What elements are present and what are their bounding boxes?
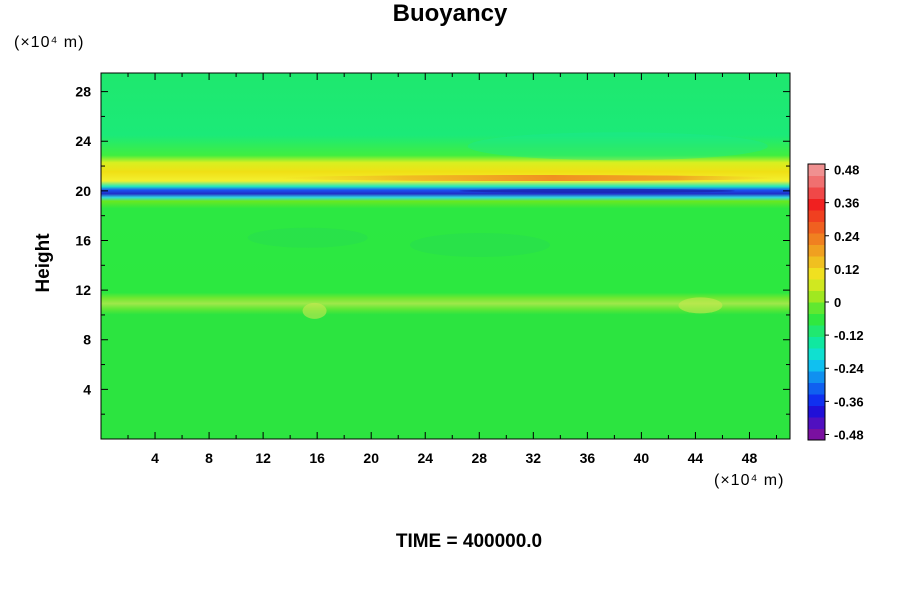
x-tick-label: 48: [742, 450, 758, 466]
field-blotch: [247, 227, 368, 248]
colorbar-tick-label: -0.12: [834, 328, 864, 343]
cold-band-core: [459, 188, 735, 193]
y-tick-label: 16: [75, 232, 91, 248]
colorbar-segment: [808, 313, 825, 326]
y-tick-label: 4: [83, 381, 91, 397]
y-axis-unit: (×10⁴ m): [14, 34, 85, 51]
colorbar-segment: [808, 405, 825, 418]
y-tick-label: 28: [75, 84, 91, 100]
colorbar-segment: [808, 382, 825, 395]
colorbar-tick-label: -0.24: [834, 361, 864, 376]
colorbar-segment: [808, 164, 825, 176]
plot-frame: [100, 72, 791, 440]
y-tick-label: 12: [75, 282, 91, 298]
time-label: TIME = 400000.0: [395, 531, 543, 552]
colorbar-tick-label: 0: [834, 295, 841, 310]
x-tick-label: 36: [580, 450, 596, 466]
colorbar-segment: [808, 187, 825, 199]
x-axis-unit: (×10⁴ m): [714, 472, 785, 489]
colorbar-segment: [808, 371, 825, 383]
colorbar: 0.48 0.36 0.24 0.12 0 -0.12 -0.24 -0.36 -0.48: [807, 163, 864, 442]
colorbar-tick-label: 0.24: [834, 229, 860, 244]
colorbar-tick-label: 0.12: [834, 262, 859, 277]
colorbar-segment: [808, 279, 825, 291]
colorbar-segment: [808, 198, 825, 211]
field-blotch: [302, 302, 327, 319]
x-tick-label: 12: [255, 450, 271, 466]
plot-area: [100, 72, 791, 440]
colorbar-segment: [808, 244, 825, 257]
x-tick-label: 20: [363, 450, 379, 466]
colorbar-segment: [808, 359, 825, 372]
colorbar-segment: [808, 336, 825, 349]
x-tick-label: 40: [634, 450, 650, 466]
colorbar-tick-label: -0.36: [834, 394, 864, 409]
colorbar-tick-label: -0.48: [834, 427, 864, 442]
x-tick-label: 4: [151, 450, 159, 466]
warm-band-streak: [280, 175, 777, 182]
colorbar-segment: [808, 428, 825, 441]
field-blotch: [678, 297, 723, 314]
x-tick-label: 44: [688, 450, 704, 466]
colorbar-segment: [808, 267, 825, 280]
colorbar-segment: [808, 302, 825, 314]
x-tick-label: 16: [309, 450, 325, 466]
x-tick-label: 32: [526, 450, 542, 466]
x-tick-label: 8: [205, 450, 213, 466]
field-blotch: [467, 132, 768, 161]
y-tick-label: 24: [75, 133, 91, 149]
colorbar-segment: [808, 394, 825, 406]
colorbar-segment: [808, 348, 825, 360]
colorbar-segment: [808, 175, 825, 188]
chart-title: Buoyancy: [392, 0, 508, 27]
y-tick-label: 20: [75, 183, 91, 199]
colorbar-segment: [808, 233, 825, 245]
colorbar-tick-label: 0.36: [834, 196, 859, 211]
colorbar-tick-label: 0.48: [834, 163, 859, 178]
colorbar-segment: [808, 256, 825, 268]
field-blotch: [409, 233, 550, 258]
x-tick-label: 24: [417, 450, 433, 466]
colorbar-segment: [808, 221, 825, 234]
colorbar-segment: [808, 325, 825, 337]
colorbar-segment: [808, 417, 825, 429]
colorbar-segment: [808, 290, 825, 303]
buoyancy-field: [101, 73, 790, 439]
colorbar-segment: [808, 210, 825, 222]
y-tick-label: 8: [83, 332, 91, 348]
x-tick-label: 28: [471, 450, 487, 466]
